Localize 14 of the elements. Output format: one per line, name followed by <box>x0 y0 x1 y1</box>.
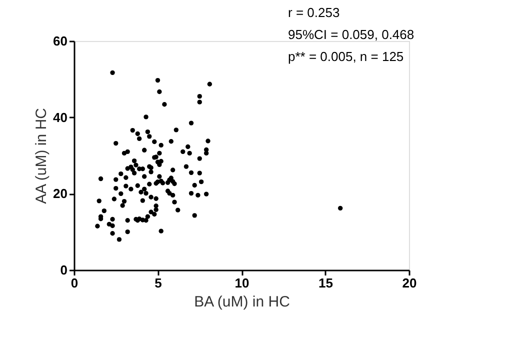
annotation: p** = 0.005, n = 125 <box>288 49 404 64</box>
x-tick-label: 10 <box>234 276 250 290</box>
x-tick-label: 20 <box>402 276 417 290</box>
y-tick-label: 40 <box>53 110 68 125</box>
x-tick-label: 0 <box>70 276 78 290</box>
x-tick-label: 5 <box>154 276 162 290</box>
annotation: 95%CI = 0.059, 0.468 <box>288 27 414 42</box>
text: r = 0.253 <box>288 5 340 20</box>
y-tick-label: 20 <box>53 186 68 202</box>
y-axis-title: AA (uM) in HC <box>33 108 50 204</box>
y-tick-label: 60 <box>53 34 68 48</box>
x-tick-label: 15 <box>318 276 333 290</box>
x-axis-title: BA (uM) in HC <box>194 294 290 310</box>
y-tick-label: 0 <box>60 262 68 278</box>
